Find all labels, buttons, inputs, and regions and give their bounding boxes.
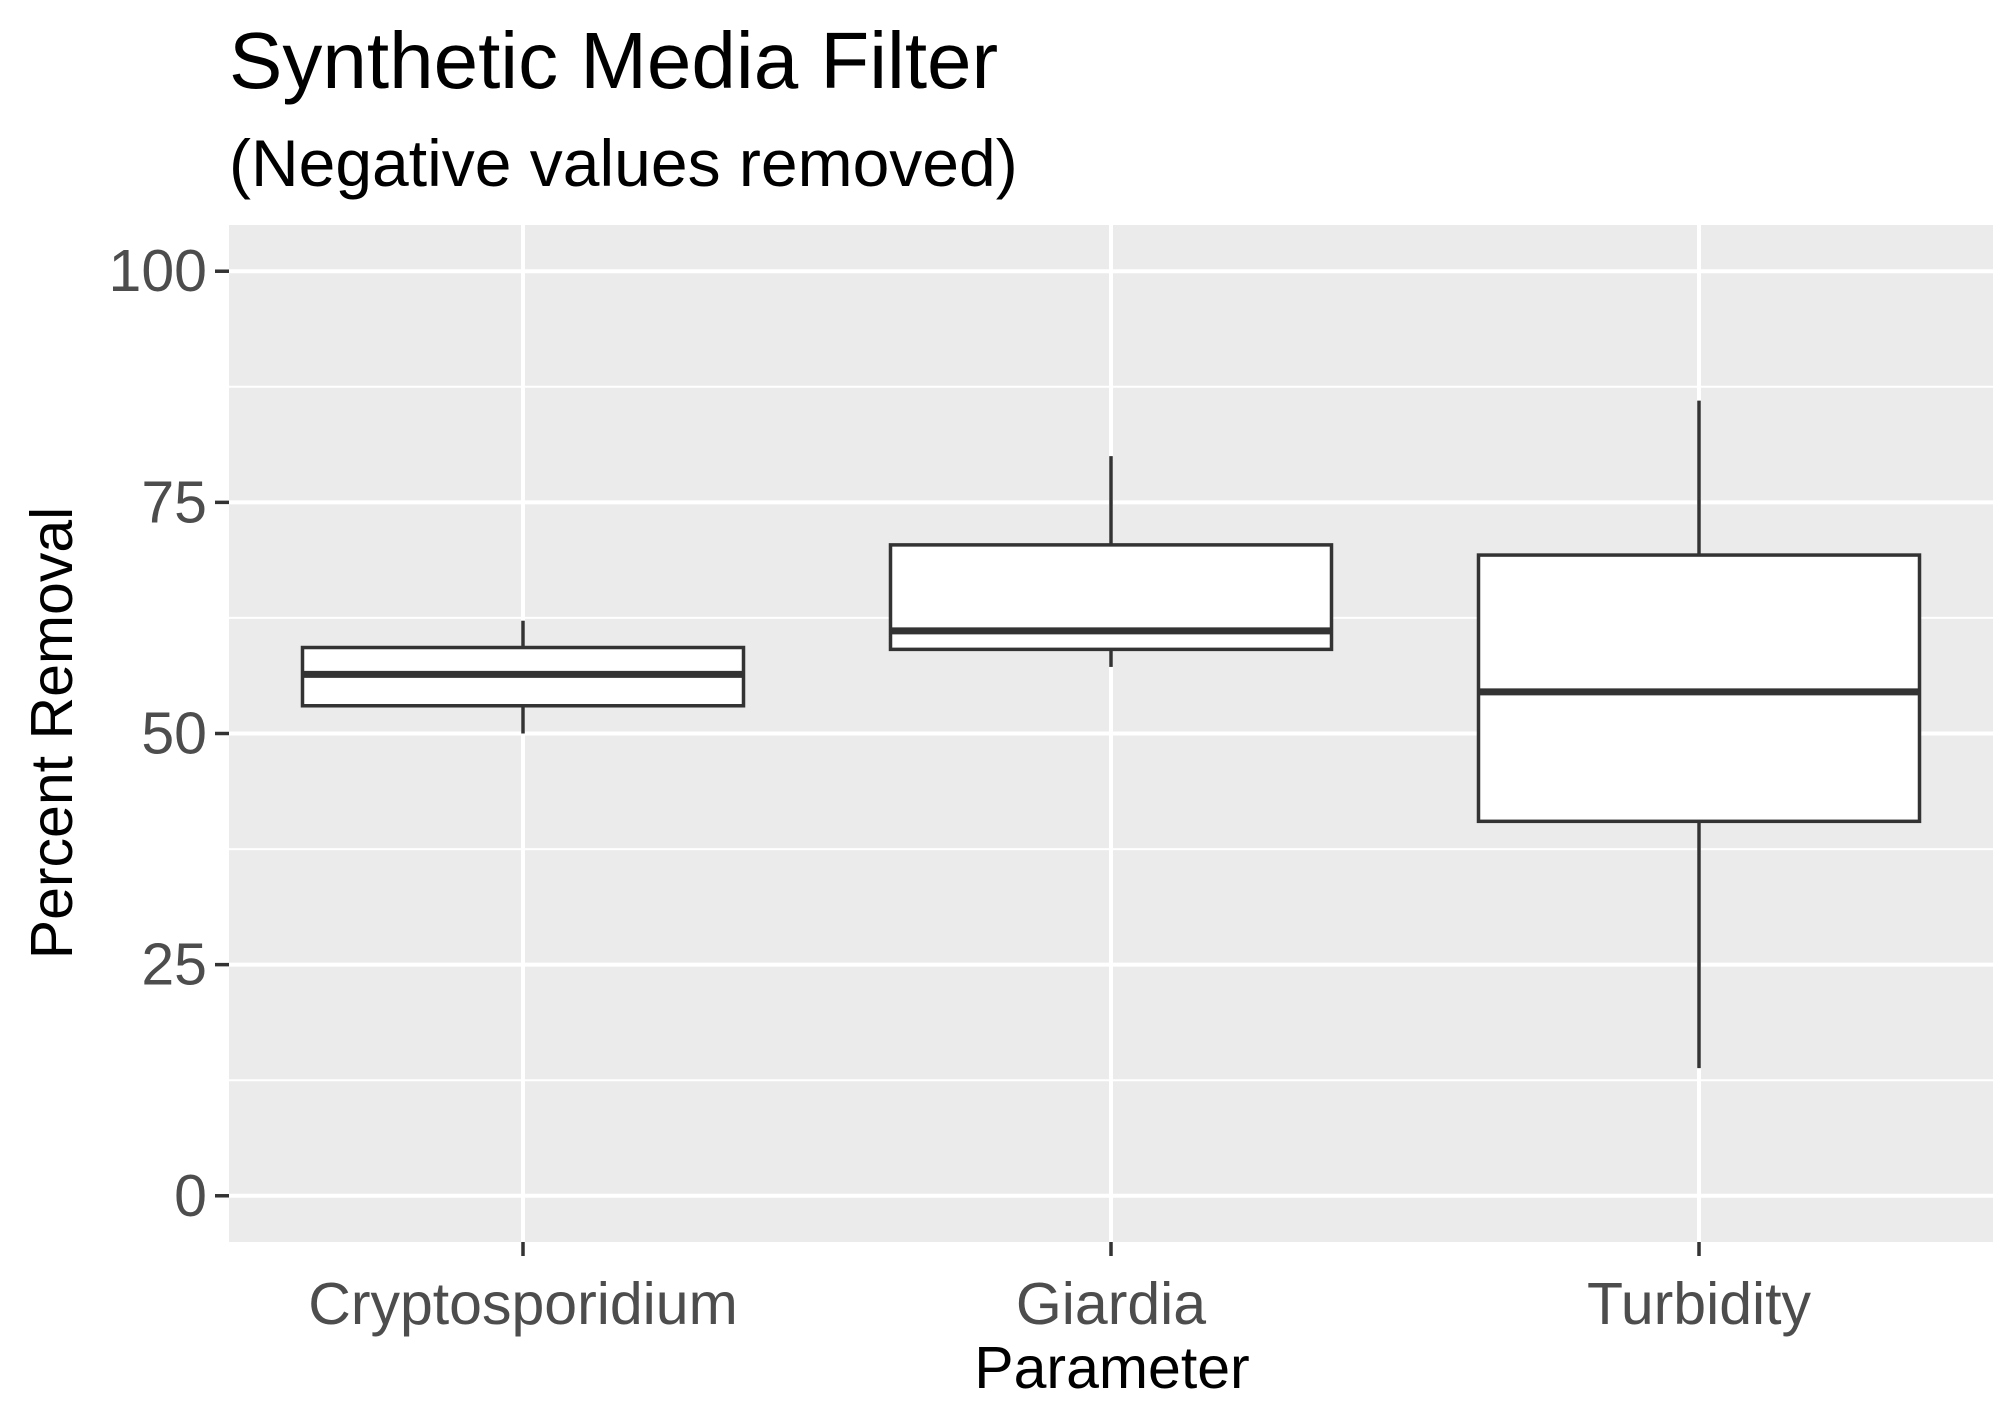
box-cryptosporidium xyxy=(300,620,746,734)
y-tick-label: 50 xyxy=(141,701,207,767)
x-axis-title: Parameter xyxy=(974,1335,1249,1401)
box-series xyxy=(300,400,1922,1069)
y-axis-title: Percent Removal xyxy=(19,507,85,960)
x-axis: Cryptosporidium Giardia Turbidity xyxy=(308,1242,1812,1337)
x-tick-label: Cryptosporidium xyxy=(308,1271,738,1337)
box-giardia xyxy=(888,456,1334,667)
y-tick-label: 75 xyxy=(141,469,207,535)
chart-subtitle: (Negative values removed) xyxy=(229,126,1018,200)
chart-title: Synthetic Media Filter xyxy=(229,16,998,105)
x-tick-label: Giardia xyxy=(1016,1271,1206,1337)
y-tick-label: 0 xyxy=(174,1163,207,1229)
y-tick-label: 25 xyxy=(141,932,207,998)
box-turbidity xyxy=(1476,400,1922,1069)
x-tick-label: Turbidity xyxy=(1587,1271,1812,1337)
box-iqr xyxy=(1476,553,1922,824)
y-axis: 0 25 50 75 100 xyxy=(109,238,229,1229)
y-tick-label: 100 xyxy=(109,238,207,304)
